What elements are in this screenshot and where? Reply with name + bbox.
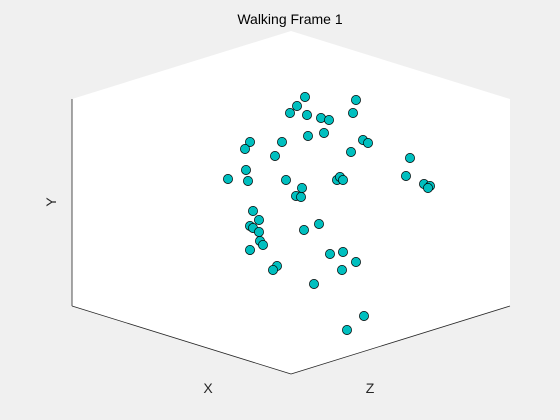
scatter-point-20 [223, 174, 233, 184]
scatter-point-43 [338, 247, 348, 257]
z-axis-label: Z [366, 380, 375, 396]
axes-background [72, 31, 510, 374]
scatter-point-7 [324, 115, 334, 125]
scatter-point-13 [277, 137, 287, 147]
scatter-points [223, 92, 435, 335]
scatter-point-28 [423, 183, 433, 193]
z-baseline [290, 305, 511, 375]
scatter-point-25 [338, 175, 348, 185]
x-axis-label: X [203, 380, 213, 396]
scatter-point-1 [351, 95, 361, 105]
scatter-point-12 [245, 137, 255, 147]
scatter-point-49 [359, 311, 369, 321]
scatter-point-22 [281, 175, 291, 185]
scatter-point-32 [248, 206, 258, 216]
axes-box [71, 31, 511, 375]
scatter-point-47 [337, 265, 347, 275]
scatter-point-29 [297, 183, 307, 193]
scatter-point-46 [268, 265, 278, 275]
scatter-point-2 [292, 101, 302, 111]
scatter-point-11 [363, 138, 373, 148]
scatter-point-8 [319, 128, 329, 138]
scatter-point-42 [325, 249, 335, 259]
scatter-point-17 [405, 153, 415, 163]
scatter-point-14 [240, 144, 250, 154]
scatter-point-0 [300, 92, 310, 102]
scatter-point-16 [346, 147, 356, 157]
scatter-point-37 [314, 219, 324, 229]
scatter-point-50 [342, 325, 352, 335]
scatter-point-38 [299, 225, 309, 235]
scatter-point-48 [309, 279, 319, 289]
x-baseline [71, 305, 292, 375]
scatter-point-41 [245, 245, 255, 255]
scatter-point-3 [285, 108, 295, 118]
scatter-point-19 [401, 171, 411, 181]
scatter-point-5 [348, 108, 358, 118]
scatter-point-15 [270, 151, 280, 161]
scatter-point-40 [258, 240, 268, 250]
scatter-point-44 [351, 257, 361, 267]
scatter-point-36 [254, 227, 264, 237]
scatter-point-18 [241, 165, 251, 175]
chart-title: Walking Frame 1 [237, 11, 343, 27]
scatter-point-31 [296, 192, 306, 202]
scatter-point-21 [243, 176, 253, 186]
scatter-point-9 [303, 131, 313, 141]
scatter-point-33 [254, 215, 264, 225]
y-axis-label: Y [43, 197, 59, 207]
scatter-point-4 [302, 110, 312, 120]
